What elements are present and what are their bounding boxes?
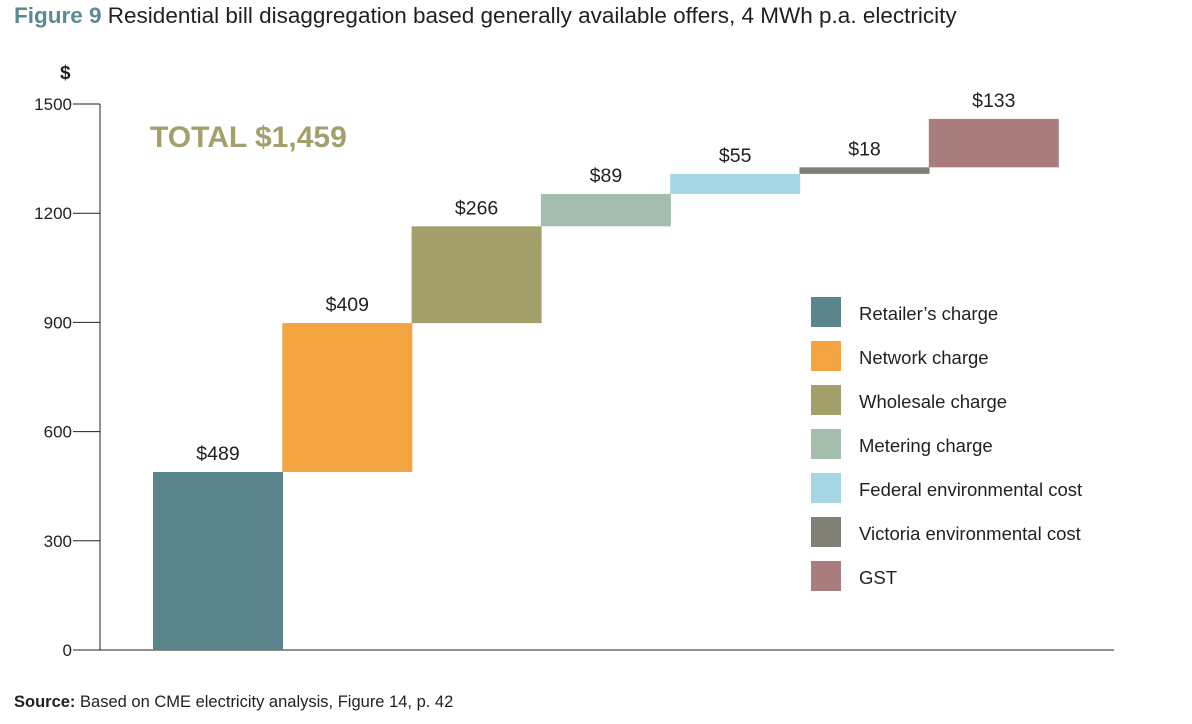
legend-swatch: [811, 429, 841, 459]
total-annotation: TOTAL $1,459: [150, 121, 347, 154]
figure-title-text: Residential bill disaggregation based ge…: [107, 3, 957, 28]
legend-swatch: [811, 297, 841, 327]
bar: [411, 226, 542, 324]
source-text: Based on CME electricity analysis, Figur…: [80, 693, 454, 711]
y-tick-label: 300: [44, 532, 72, 551]
y-tick-label: 0: [63, 641, 72, 660]
legend-swatch: [811, 473, 841, 503]
legend-swatch: [811, 517, 841, 547]
figure-number: Figure 9: [14, 3, 102, 28]
y-tick-label: 900: [44, 313, 72, 332]
y-tick-label: 600: [44, 423, 72, 442]
legend-label: Retailer’s charge: [859, 303, 998, 324]
data-label: $55: [719, 145, 752, 167]
bar: [282, 323, 413, 473]
legend-label: Victoria environmental cost: [859, 523, 1081, 544]
y-tick-label: 1200: [34, 204, 72, 223]
legend-label: Network charge: [859, 347, 989, 368]
legend-label: Metering charge: [859, 435, 993, 456]
legend-label: Federal environmental cost: [859, 479, 1082, 500]
legend-label: Wholesale charge: [859, 391, 1007, 412]
y-tick-label: 1500: [34, 95, 72, 114]
legend-label: GST: [859, 567, 897, 588]
legend-swatch: [811, 561, 841, 591]
legend-swatch: [811, 341, 841, 371]
data-label: $266: [455, 197, 498, 219]
bar: [799, 167, 930, 174]
legend: Retailer’s charge Network charge Wholesale…: [811, 297, 1082, 591]
bar: [928, 118, 1059, 168]
source-label: Source:: [14, 693, 76, 711]
data-label: $409: [326, 294, 369, 316]
legend-swatch: [811, 385, 841, 415]
data-label: $489: [196, 443, 239, 465]
y-axis-label: $: [60, 63, 71, 84]
bar: [540, 193, 671, 227]
data-label: $89: [590, 165, 623, 187]
data-label: $18: [848, 138, 881, 160]
source-note: Source: Based on CME electricity analysi…: [14, 693, 453, 712]
plot-area: 0 300 600 900 1200 1500 $489 $409 $266 $89 $55 $18 $…: [34, 90, 1114, 660]
data-label: $133: [972, 90, 1015, 112]
figure-title: Figure 9 Residential bill disaggregation…: [14, 3, 957, 29]
bar: [153, 472, 283, 650]
bar: [670, 173, 801, 194]
